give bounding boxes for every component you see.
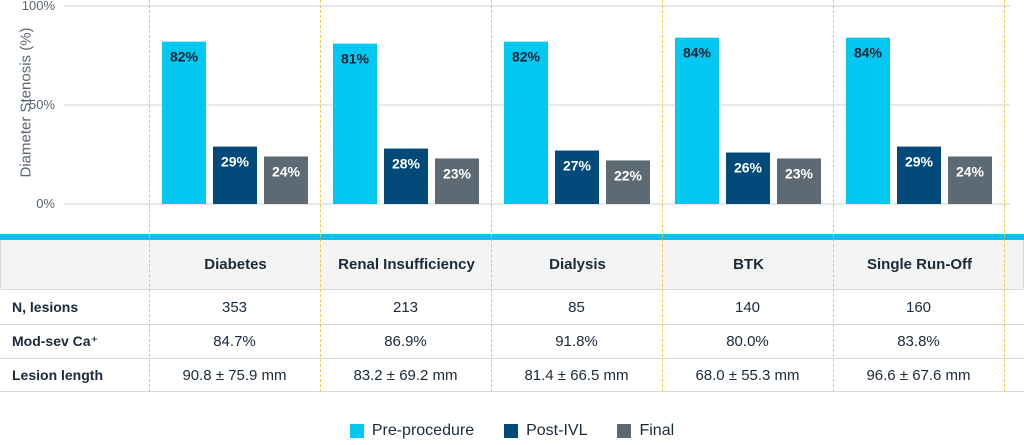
- table-cell: 83.8%: [897, 333, 940, 350]
- table-cell: 81.4 ± 66.5 mm: [524, 366, 629, 384]
- bar-value-label: 28%: [392, 156, 421, 172]
- y-tick-label: 100%: [22, 0, 56, 13]
- legend-label: Pre-procedure: [371, 422, 475, 439]
- bar-value-label: 84%: [683, 45, 712, 61]
- bar-value-label: 84%: [854, 45, 883, 61]
- table-cell: 160: [905, 298, 932, 316]
- legend-item-final: Final: [617, 422, 674, 440]
- legend-item-post-ivl: Post-IVL: [504, 422, 587, 440]
- bar-value-label: 27%: [563, 158, 592, 174]
- bar: [264, 156, 308, 204]
- header-cell: Single Run-Off: [867, 256, 972, 273]
- table-row: Lesion length 90.8 ± 75.9 mm 83.2 ± 69.2…: [0, 358, 1024, 392]
- legend-swatch: [504, 424, 519, 438]
- bar: [897, 146, 941, 204]
- table-cell: 80.0%: [726, 333, 769, 350]
- divider-bar: [0, 234, 1024, 240]
- table-cell: 85: [568, 298, 585, 316]
- bar-value-label: 24%: [956, 163, 985, 179]
- legend-swatch: [349, 424, 364, 438]
- chart-legend: Pre-procedure Post-IVL Final: [0, 418, 1024, 444]
- row-label: Lesion length: [12, 367, 103, 383]
- bar: [435, 158, 479, 204]
- bar: [504, 41, 548, 204]
- table-header-row: Diabetes Renal Insufficiency Dialysis BT…: [0, 240, 1024, 289]
- bar: [384, 148, 428, 204]
- table-cell: 68.0 ± 55.3 mm: [695, 366, 800, 384]
- column-separator: [149, 0, 150, 392]
- bar-value-label: 22%: [614, 167, 643, 183]
- legend-swatch: [617, 424, 632, 438]
- bar: [846, 37, 890, 205]
- bar: [726, 152, 770, 204]
- legend-label: Post-IVL: [526, 422, 588, 439]
- table-cell: 213: [392, 298, 419, 316]
- y-tick-label: 50%: [29, 97, 55, 112]
- bar: [948, 156, 992, 204]
- legend-label: Final: [639, 422, 675, 439]
- bar: [333, 43, 377, 205]
- bar: [777, 158, 821, 204]
- bar-value-label: 23%: [785, 165, 814, 181]
- bar-value-label: 81%: [341, 51, 370, 67]
- bar: [675, 37, 719, 205]
- table-row: Mod-sev Ca⁺ 84.7% 86.9% 91.8% 80.0% 83.8…: [0, 324, 1024, 358]
- bar: [213, 146, 257, 204]
- column-separator: [320, 0, 321, 392]
- bar-value-label: 29%: [905, 154, 934, 170]
- legend-item-pre-procedure: Pre-procedure: [349, 422, 475, 440]
- table-cell: 90.8 ± 75.9 mm: [182, 366, 287, 384]
- bar-value-label: 82%: [512, 49, 541, 65]
- row-label: Mod-sev Ca⁺: [12, 333, 98, 349]
- column-separator: [491, 0, 492, 392]
- bar-value-label: 29%: [221, 154, 250, 170]
- table-cell: 91.8%: [555, 333, 598, 350]
- row-label: N, lesions: [12, 299, 79, 315]
- header-cell: Diabetes: [204, 256, 267, 273]
- summary-table: Diabetes Renal Insufficiency Dialysis BT…: [0, 240, 1024, 392]
- bar-value-label: 82%: [170, 49, 199, 65]
- bar: [555, 150, 599, 204]
- bar-value-label: 26%: [734, 160, 763, 176]
- column-separator: [1004, 0, 1005, 392]
- table-cell: 140: [734, 298, 761, 316]
- column-separator: [833, 0, 834, 392]
- header-cell: BTK: [733, 256, 764, 273]
- column-separator: [662, 0, 663, 392]
- table-cell: 84.7%: [213, 333, 256, 350]
- header-cell: Dialysis: [549, 256, 606, 273]
- table-cell: 83.2 ± 69.2 mm: [353, 366, 458, 384]
- bar-value-label: 23%: [443, 165, 472, 181]
- table-cell: 353: [221, 298, 248, 316]
- bar-chart: 0% 50% 100% 82% 81% 82% 84% 84% 29% 28% 27% 26% 29% 2…: [22, 0, 1010, 211]
- y-tick-label: 0%: [36, 196, 55, 211]
- table-cell: 86.9%: [384, 333, 427, 350]
- bar: [606, 160, 650, 204]
- header-cell: Renal Insufficiency: [338, 256, 475, 273]
- bar-value-label: 24%: [272, 163, 301, 179]
- table-cell: 96.6 ± 67.6 mm: [866, 366, 971, 384]
- bar: [162, 41, 206, 204]
- table-row: N, lesions 353 213 85 140 160: [0, 289, 1024, 324]
